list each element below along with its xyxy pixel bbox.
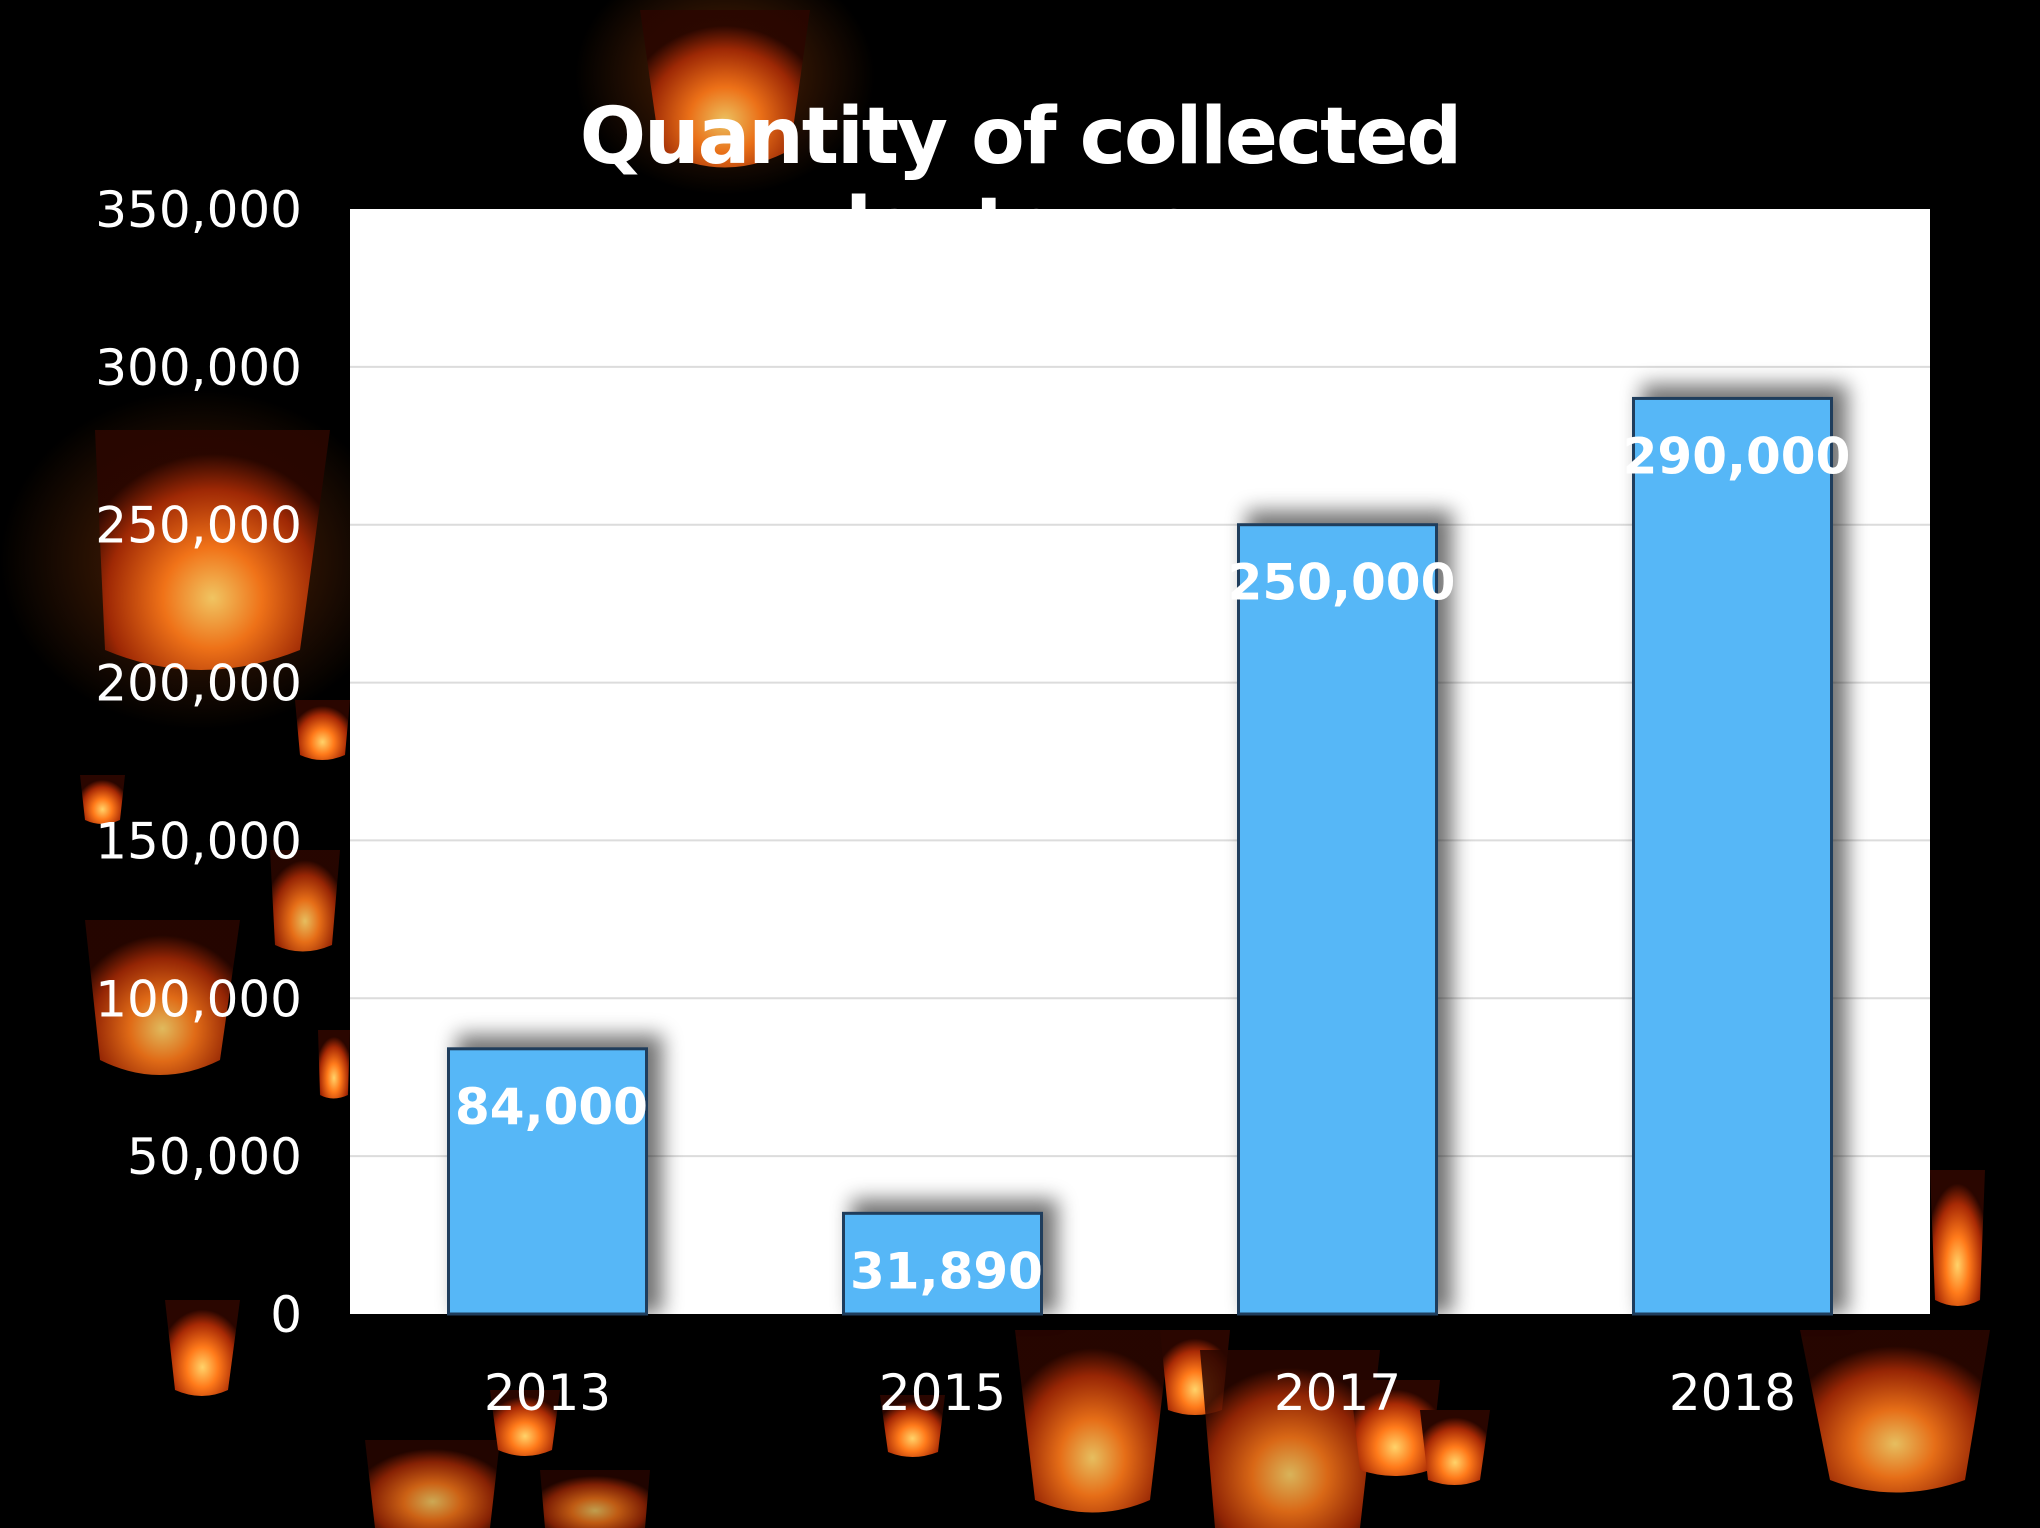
bar <box>1632 396 1833 1316</box>
y-tick-label: 0 <box>270 1286 302 1344</box>
x-tick-label: 2017 <box>1274 1364 1401 1422</box>
y-tick-label: 300,000 <box>95 339 302 397</box>
x-tick-label: 2018 <box>1669 1364 1796 1422</box>
bar-value-label: 84,000 <box>455 1078 648 1136</box>
y-tick-label: 100,000 <box>95 970 302 1028</box>
y-tick-label: 200,000 <box>95 655 302 713</box>
bar-value-label: 290,000 <box>1623 427 1851 485</box>
bar <box>447 1047 648 1316</box>
y-tick-label: 150,000 <box>95 812 302 870</box>
x-tick-label: 2015 <box>879 1364 1006 1422</box>
bar-value-label: 250,000 <box>1228 554 1456 612</box>
bar-value-label: 31,890 <box>850 1242 1043 1300</box>
chart-title: Quantity of collected lanterns <box>579 92 1462 272</box>
y-tick-label: 50,000 <box>127 1128 302 1186</box>
y-tick-label: 250,000 <box>95 497 302 555</box>
bar <box>842 1211 1043 1316</box>
y-tick-label: 350,000 <box>95 181 302 239</box>
bar <box>1237 523 1438 1316</box>
x-tick-label: 2013 <box>484 1364 611 1422</box>
